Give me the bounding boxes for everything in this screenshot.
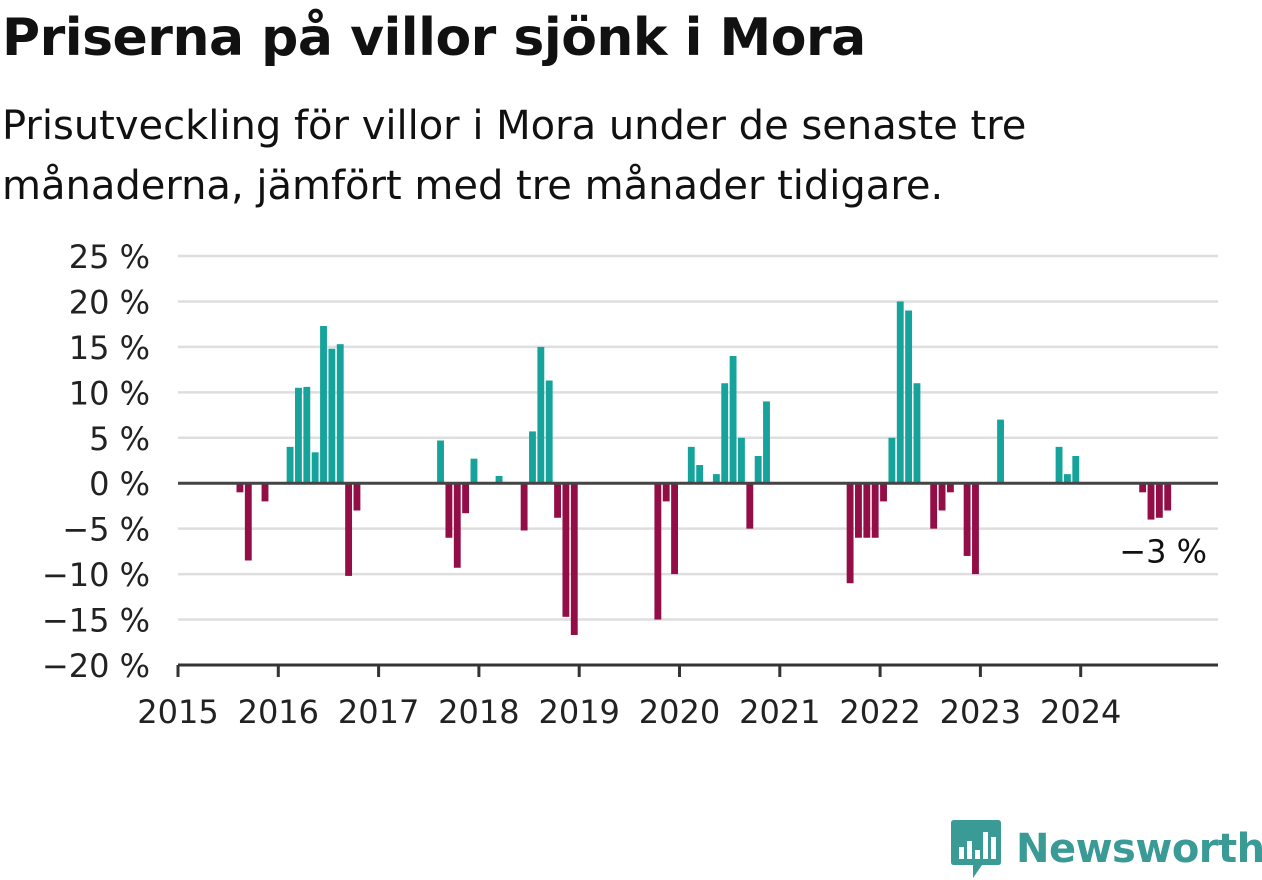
bar [754, 455, 762, 484]
bar [537, 346, 545, 484]
bar [495, 475, 503, 484]
bar [930, 483, 938, 529]
chart-subtitle: Prisutveckling för villor i Mora under d… [2, 103, 1027, 209]
bar [520, 483, 528, 531]
bar [654, 483, 662, 620]
newsworthy-logo: Newsworthy [950, 818, 1262, 880]
bar [328, 348, 336, 484]
x-tick-label: 2023 [940, 693, 1021, 731]
bar [1147, 483, 1155, 520]
annotations: −3 % [1119, 532, 1207, 570]
x-tick-label: 2017 [338, 693, 419, 731]
x-tick-label: 2016 [238, 693, 319, 731]
bar [462, 483, 470, 514]
bar [529, 431, 536, 484]
bar [938, 483, 946, 511]
bar [1139, 483, 1147, 493]
bar-chart: 25 % 20 % 15 % 10 % 5 % 0 % −5 % −10 % −15 % −20 … [42, 238, 1218, 731]
x-tick-label: 2022 [839, 693, 920, 731]
x-tick-label: 2018 [438, 693, 519, 731]
bar [763, 401, 770, 484]
bar [905, 310, 913, 484]
bar [913, 383, 921, 484]
bar [871, 483, 879, 538]
bar [303, 386, 311, 484]
bar [244, 483, 252, 561]
x-axis: 2015 2016 2017 2018 2019 2020 2021 2022 2023 2024 [137, 663, 1218, 731]
bar [554, 483, 561, 518]
bar [946, 483, 954, 493]
bar [972, 483, 979, 575]
bar [1072, 455, 1080, 484]
y-tick-label: 20 % [69, 283, 150, 321]
bar [1164, 483, 1172, 511]
bar [880, 483, 887, 502]
y-tick-label: 10 % [69, 374, 150, 412]
chart-title: Priserna på villor sjönk i Mora [2, 8, 866, 68]
bar [453, 483, 461, 568]
bar [963, 483, 971, 556]
bar-chart-speech-bubble-icon [951, 820, 1001, 878]
y-tick-label: −20 % [42, 647, 150, 685]
bar [1063, 474, 1071, 484]
latest-value-label: −3 % [1119, 532, 1207, 570]
bar [738, 437, 745, 484]
bar [846, 483, 854, 584]
y-tick-label: −15 % [42, 602, 150, 640]
y-axis-tick-labels: 25 % 20 % 15 % 10 % 5 % 0 % −5 % −10 % −15 % −20 … [42, 238, 150, 685]
bar [562, 483, 570, 617]
bar [855, 483, 862, 538]
y-tick-label: 0 % [89, 465, 150, 503]
bars [236, 301, 1172, 635]
y-tick-label: −5 % [62, 511, 150, 549]
bar [336, 344, 344, 484]
x-tick-label: 2020 [639, 693, 720, 731]
y-tick-label: −10 % [42, 556, 150, 594]
bar [1055, 446, 1063, 484]
gridlines [178, 254, 1218, 621]
bar [295, 387, 302, 484]
bar [863, 483, 871, 538]
bar [470, 458, 478, 484]
bar [662, 483, 670, 502]
bar [353, 483, 361, 511]
bar [671, 483, 678, 575]
bar [1155, 483, 1163, 518]
bar [570, 483, 578, 635]
bar [997, 419, 1004, 484]
bar [746, 483, 754, 529]
x-tick-label: 2015 [137, 693, 218, 731]
bar [445, 483, 453, 538]
bar [261, 483, 269, 502]
bar [437, 440, 444, 484]
brand-name: Newsworthy [1016, 826, 1262, 872]
bar [721, 383, 729, 484]
bar [896, 301, 904, 484]
bar [687, 446, 695, 484]
y-tick-label: 25 % [69, 238, 150, 276]
bar [345, 483, 353, 576]
bar [696, 465, 704, 484]
x-tick-label: 2021 [739, 693, 820, 731]
bar [545, 380, 553, 484]
bar [320, 325, 327, 484]
bar [729, 355, 737, 484]
bar [286, 446, 294, 484]
bar [888, 437, 896, 484]
x-tick-label: 2019 [538, 693, 619, 731]
y-tick-label: 15 % [69, 329, 150, 367]
bar [311, 452, 319, 484]
y-tick-label: 5 % [89, 420, 150, 458]
x-tick-label: 2024 [1040, 693, 1121, 731]
bar [712, 474, 720, 484]
bar [236, 483, 244, 493]
